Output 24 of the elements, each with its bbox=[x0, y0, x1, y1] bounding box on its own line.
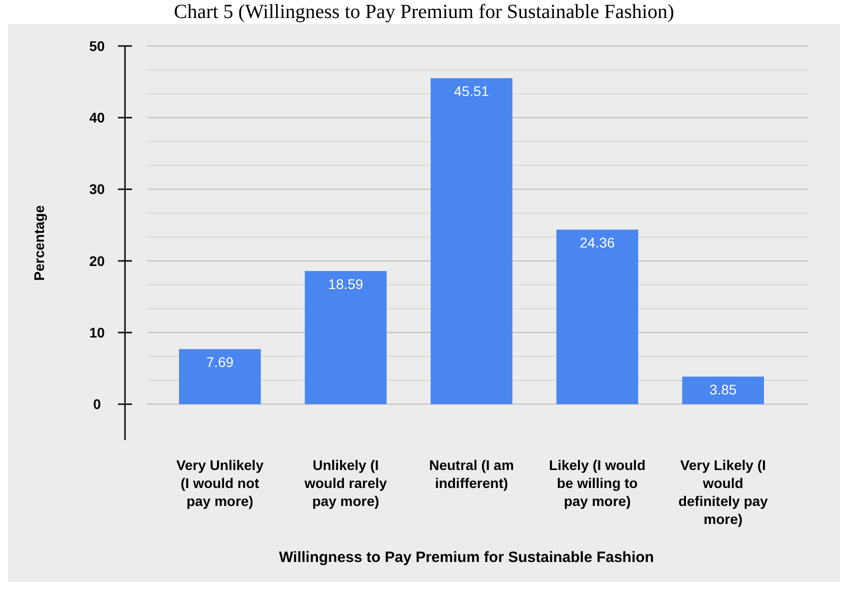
bar bbox=[304, 271, 387, 404]
x-tick-label: Very Unlikely (I would not pay more) bbox=[176, 457, 264, 509]
y-tick-label: 20 bbox=[89, 252, 105, 269]
y-tick-label: 40 bbox=[89, 110, 105, 126]
chart-title: Chart 5 (Willingness to Pay Premium for Sustainable Fashion) bbox=[174, 1, 674, 23]
bar bbox=[682, 376, 764, 404]
data-label: 7.69 bbox=[206, 354, 234, 370]
y-tick-label: 30 bbox=[89, 181, 105, 198]
x-axis-title: Willingness to Pay Premium for Sustainable Fashion bbox=[279, 549, 654, 566]
x-tick-label: Very Likely (I would definitely pay more) bbox=[678, 457, 768, 527]
y-tick-label: 50 bbox=[89, 38, 105, 54]
data-label: 45.51 bbox=[454, 83, 490, 100]
data-label: 24.36 bbox=[580, 234, 616, 251]
y-tick-label: 10 bbox=[89, 324, 105, 340]
x-tick-label: Likely (I would be willing to pay more) bbox=[549, 457, 646, 509]
data-label: 18.59 bbox=[328, 276, 364, 292]
y-axis-title: Percentage bbox=[31, 205, 47, 281]
bar bbox=[430, 78, 512, 404]
bar bbox=[179, 349, 261, 404]
y-tick-label: 0 bbox=[93, 396, 102, 412]
x-tick-label: Unlikely (I would rarely pay more) bbox=[303, 457, 388, 509]
data-label: 3.85 bbox=[709, 382, 737, 398]
x-tick-label: Neutral (I am indifferent) bbox=[429, 457, 514, 491]
bar bbox=[556, 230, 638, 404]
